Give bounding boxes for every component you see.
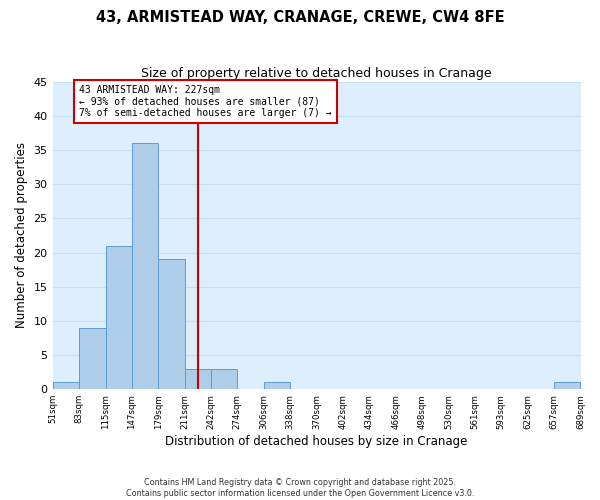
- Text: 43, ARMISTEAD WAY, CRANAGE, CREWE, CW4 8FE: 43, ARMISTEAD WAY, CRANAGE, CREWE, CW4 8…: [95, 10, 505, 25]
- Bar: [158, 260, 185, 389]
- X-axis label: Distribution of detached houses by size in Cranage: Distribution of detached houses by size …: [166, 434, 468, 448]
- Bar: [185, 368, 211, 389]
- Text: Contains HM Land Registry data © Crown copyright and database right 2025.
Contai: Contains HM Land Registry data © Crown c…: [126, 478, 474, 498]
- Bar: [554, 382, 580, 389]
- Bar: [79, 328, 106, 389]
- Bar: [132, 143, 158, 389]
- Title: Size of property relative to detached houses in Cranage: Size of property relative to detached ho…: [141, 68, 492, 80]
- Bar: [263, 382, 290, 389]
- Bar: [211, 368, 237, 389]
- Y-axis label: Number of detached properties: Number of detached properties: [15, 142, 28, 328]
- Text: 43 ARMISTEAD WAY: 227sqm
← 93% of detached houses are smaller (87)
7% of semi-de: 43 ARMISTEAD WAY: 227sqm ← 93% of detach…: [79, 85, 332, 118]
- Bar: [106, 246, 132, 389]
- Bar: [53, 382, 79, 389]
